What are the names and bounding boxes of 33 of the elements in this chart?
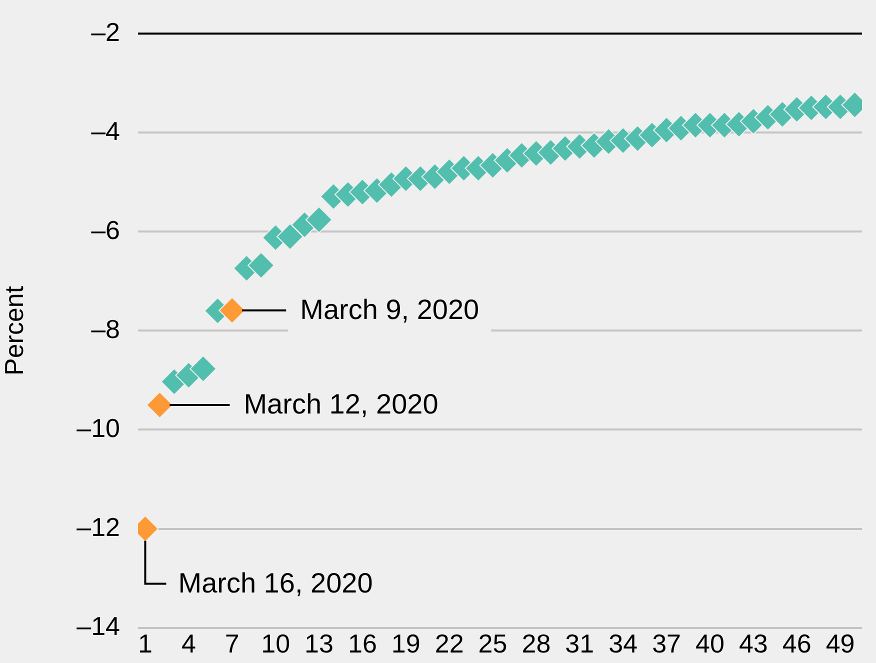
x-tick-label: 31 <box>565 628 594 659</box>
x-tick-label: 28 <box>522 628 551 659</box>
y-tick-label: –4 <box>91 116 120 146</box>
x-tick-label: 22 <box>434 628 464 659</box>
x-tick-label: 10 <box>261 628 290 659</box>
annotation: March 16, 2020 <box>178 567 373 598</box>
point <box>306 206 332 234</box>
point <box>248 252 275 279</box>
point <box>276 223 304 250</box>
x-tick-label: 7 <box>224 628 240 659</box>
x-tick-label: 37 <box>652 628 681 659</box>
y-tick-label: –2 <box>91 16 120 47</box>
x-tick-label: 34 <box>608 628 638 659</box>
y-tick-label: –6 <box>91 214 120 245</box>
x-tick-label: 46 <box>782 628 812 659</box>
y-tick-label: –12 <box>76 512 120 542</box>
x-tick-label: 13 <box>304 628 334 659</box>
x-tick-label: 25 <box>478 628 508 659</box>
y-tick-label: –14 <box>76 610 120 641</box>
y-tick-label: –8 <box>91 314 120 344</box>
point <box>190 355 217 382</box>
annotation: March 9, 2020 <box>300 294 480 326</box>
annotation: March 12, 2020 <box>244 388 438 420</box>
y-tick-label: –10 <box>76 412 120 443</box>
x-tick-label: 43 <box>738 628 768 659</box>
x-tick-label: 4 <box>181 628 196 659</box>
x-tick-label: 40 <box>696 628 724 659</box>
x-tick-label: 1 <box>138 628 152 659</box>
x-tick-label: 49 <box>826 628 855 659</box>
y-axis-title: Percent <box>0 285 29 376</box>
point <box>218 296 246 324</box>
x-tick-label: 19 <box>391 628 420 659</box>
x-tick-label: 16 <box>348 628 377 659</box>
